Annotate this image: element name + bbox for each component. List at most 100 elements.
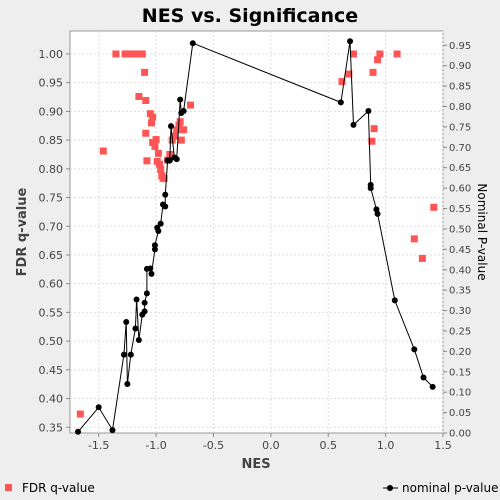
y-tick-label: 0.75: [39, 192, 64, 205]
legend: FDR q-value nominal p-value: [5, 481, 498, 495]
y2-tick-label: 0.25: [449, 326, 471, 337]
pvalue-point: [173, 156, 180, 163]
y2-tick-label: 0.00: [449, 429, 471, 440]
fdr-point: [170, 132, 178, 140]
pvalue-point: [135, 336, 142, 343]
fdr-point: [176, 118, 184, 126]
y-tick-label: 0.50: [39, 335, 64, 348]
pvalue-point: [127, 351, 134, 358]
fdr-point: [142, 96, 150, 104]
pvalue-point: [133, 296, 140, 303]
pvalue-point: [180, 107, 187, 114]
y2-tick-label: 0.50: [449, 224, 471, 235]
fdr-point: [177, 136, 185, 144]
x-tick-label: 1.5: [434, 439, 452, 452]
pvalue-point: [109, 427, 116, 434]
x-tick-label: -0.5: [203, 439, 224, 452]
pvalue-point: [157, 220, 164, 227]
fdr-point: [349, 50, 357, 58]
pvalue-point: [177, 96, 184, 103]
legend-fdr-label: FDR q-value: [22, 481, 95, 495]
x-tick-label: 0.0: [262, 439, 280, 452]
y-tick-label: 0.80: [39, 163, 64, 176]
pvalue-point: [151, 242, 158, 249]
plot-area: [69, 30, 444, 434]
y-axis-label: FDR q-value: [15, 187, 30, 276]
fdr-point: [138, 50, 146, 58]
fdr-point: [368, 137, 376, 145]
fdr-point: [374, 56, 382, 64]
fdr-point: [149, 113, 157, 121]
x-tick-label: -1.5: [88, 439, 109, 452]
x-tick-label: 0.5: [319, 439, 337, 452]
fdr-point: [99, 147, 107, 155]
fdr-point: [141, 68, 149, 76]
pvalue-point: [365, 107, 372, 114]
y2-tick-label: 0.35: [449, 286, 471, 297]
fdr-point: [135, 92, 143, 100]
y-tick-label: 0.55: [39, 306, 64, 319]
pvalue-point: [429, 383, 436, 390]
series-layer: [75, 38, 438, 435]
fdr-point: [410, 235, 418, 243]
y2-tick-label: 0.95: [449, 41, 471, 52]
fdr-point: [76, 410, 84, 418]
pvalue-point: [124, 381, 131, 388]
y2-tick-label: 0.75: [449, 122, 471, 133]
y-tick-label: 0.70: [39, 220, 64, 233]
fdr-point: [160, 175, 168, 183]
y-tick-label: 0.65: [39, 249, 64, 262]
y-tick-label: 1.00: [39, 48, 64, 61]
pvalue-point: [154, 224, 161, 231]
y2-tick-label: 0.60: [449, 184, 471, 195]
fdr-point: [338, 78, 346, 86]
y2-tick-label: 0.70: [449, 143, 471, 154]
pvalue-point: [147, 265, 154, 272]
pvalue-point: [141, 308, 148, 315]
pvalue-point: [95, 404, 102, 411]
x-tick-label: 1.0: [377, 439, 395, 452]
fdr-point: [157, 165, 165, 173]
fdr-point: [151, 142, 159, 150]
y-tick-label: 0.40: [39, 393, 64, 406]
legend-pvalue-marker: [387, 485, 393, 491]
y-tick-label: 0.60: [39, 278, 64, 291]
fdr-point: [430, 203, 438, 211]
fdr-point: [142, 129, 150, 137]
pvalue-point: [167, 123, 174, 130]
y2-tick-label: 0.55: [449, 204, 471, 215]
x-axis-label: NES: [241, 457, 270, 472]
y2-tick-label: 0.05: [449, 408, 471, 419]
y2-tick-label: 0.85: [449, 82, 471, 93]
pvalue-point: [367, 185, 374, 192]
fdr-point: [127, 50, 135, 58]
y-tick-label: 0.90: [39, 105, 64, 118]
y-tick-label: 0.95: [39, 77, 64, 90]
x-tick-label: -1.0: [145, 439, 166, 452]
chart-title: NES vs. Significance: [142, 5, 358, 27]
y2-tick-label: 0.45: [449, 245, 471, 256]
y2-tick-label: 0.30: [449, 306, 471, 317]
pvalue-point: [347, 38, 354, 45]
fdr-point: [112, 50, 120, 58]
pvalue-point: [373, 206, 380, 213]
fdr-point: [173, 126, 181, 134]
pvalue-point: [162, 191, 169, 198]
pvalue-point: [143, 290, 150, 297]
y-tick-label: 0.45: [39, 364, 64, 377]
pvalue-point: [162, 203, 169, 210]
y-tick-label: 0.85: [39, 134, 64, 147]
pvalue-point: [75, 428, 82, 435]
pvalue-point: [350, 121, 357, 128]
y2-tick-label: 0.65: [449, 163, 471, 174]
pvalue-point: [120, 351, 127, 358]
legend-fdr-marker: [5, 484, 12, 491]
pvalue-point: [148, 270, 155, 277]
fdr-point: [154, 149, 162, 157]
y2-tick-label: 0.80: [449, 102, 471, 113]
y2-tick-label: 0.20: [449, 347, 471, 358]
fdr-point: [369, 68, 377, 76]
pvalue-point: [132, 325, 139, 332]
y2-tick-label: 0.40: [449, 265, 471, 276]
